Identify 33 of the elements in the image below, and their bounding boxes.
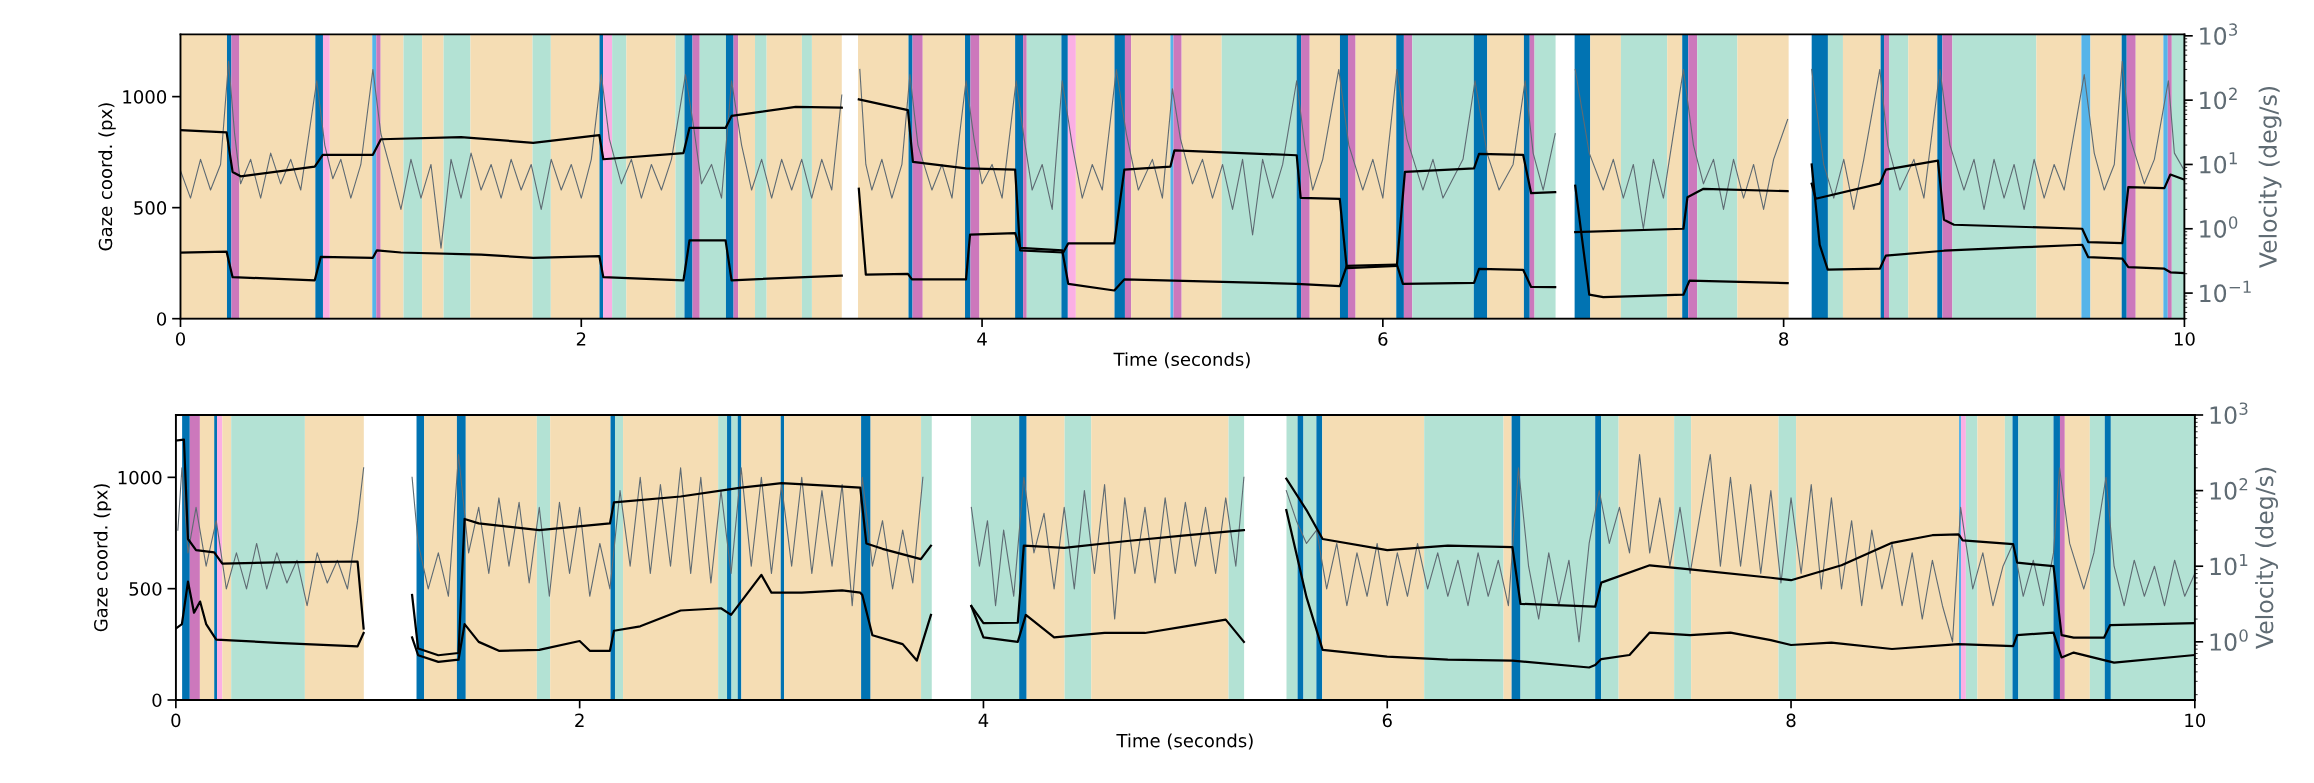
x-tick-label: 8 (1786, 713, 1796, 728)
x-tick-label: 4 (977, 332, 987, 346)
y2-axis-title: Velocity (deg/s) (2255, 467, 2278, 649)
x-tick-label: 6 (1378, 332, 1388, 346)
x-axis-title: Time (seconds) (1116, 733, 1253, 750)
y2-tick-label: 10$^{0}$ (2200, 216, 2238, 238)
y-tick-label: 500 (134, 201, 167, 215)
x-tick-label: 2 (575, 713, 584, 727)
y2-tick-label: 10$^{1}$ (2210, 553, 2248, 576)
y-tick-label: 500 (129, 582, 162, 596)
y2-tick-label: 10$^{−1}$ (2200, 280, 2251, 303)
x-axis-title: Time (seconds) (1113, 352, 1250, 369)
x-tick-label: 4 (978, 713, 989, 727)
x-tick-label: 0 (175, 332, 186, 346)
y-tick-label: 1000 (118, 470, 162, 485)
x-tick-label: 10 (2174, 332, 2195, 346)
y2-axis-title: Velocity (deg/s) (2258, 86, 2282, 269)
y-tick-label: 0 (157, 312, 167, 326)
y2-tick-label: 10$^{3}$ (2200, 23, 2238, 45)
x-tick-label: 10 (2185, 713, 2206, 728)
x-tick-label: 0 (171, 713, 181, 728)
y2-tick-label: 10$^{0}$ (2210, 629, 2248, 651)
y-axis-title: Gaze coord. (px) (98, 103, 116, 251)
x-tick-label: 6 (1382, 713, 1392, 728)
x-tick-label: 2 (576, 332, 586, 346)
y2-tick-label: 10$^{2}$ (2210, 478, 2248, 500)
y2-tick-label: 10$^{1}$ (2200, 152, 2237, 174)
y2-tick-label: 10$^{3}$ (2210, 402, 2248, 425)
y-tick-label: 0 (152, 693, 162, 708)
y2-tick-label: 10$^{2}$ (2200, 87, 2237, 110)
y-axis-title: Gaze coord. (px) (93, 484, 112, 632)
y-tick-label: 1000 (123, 90, 167, 104)
x-tick-label: 8 (1779, 332, 1789, 346)
